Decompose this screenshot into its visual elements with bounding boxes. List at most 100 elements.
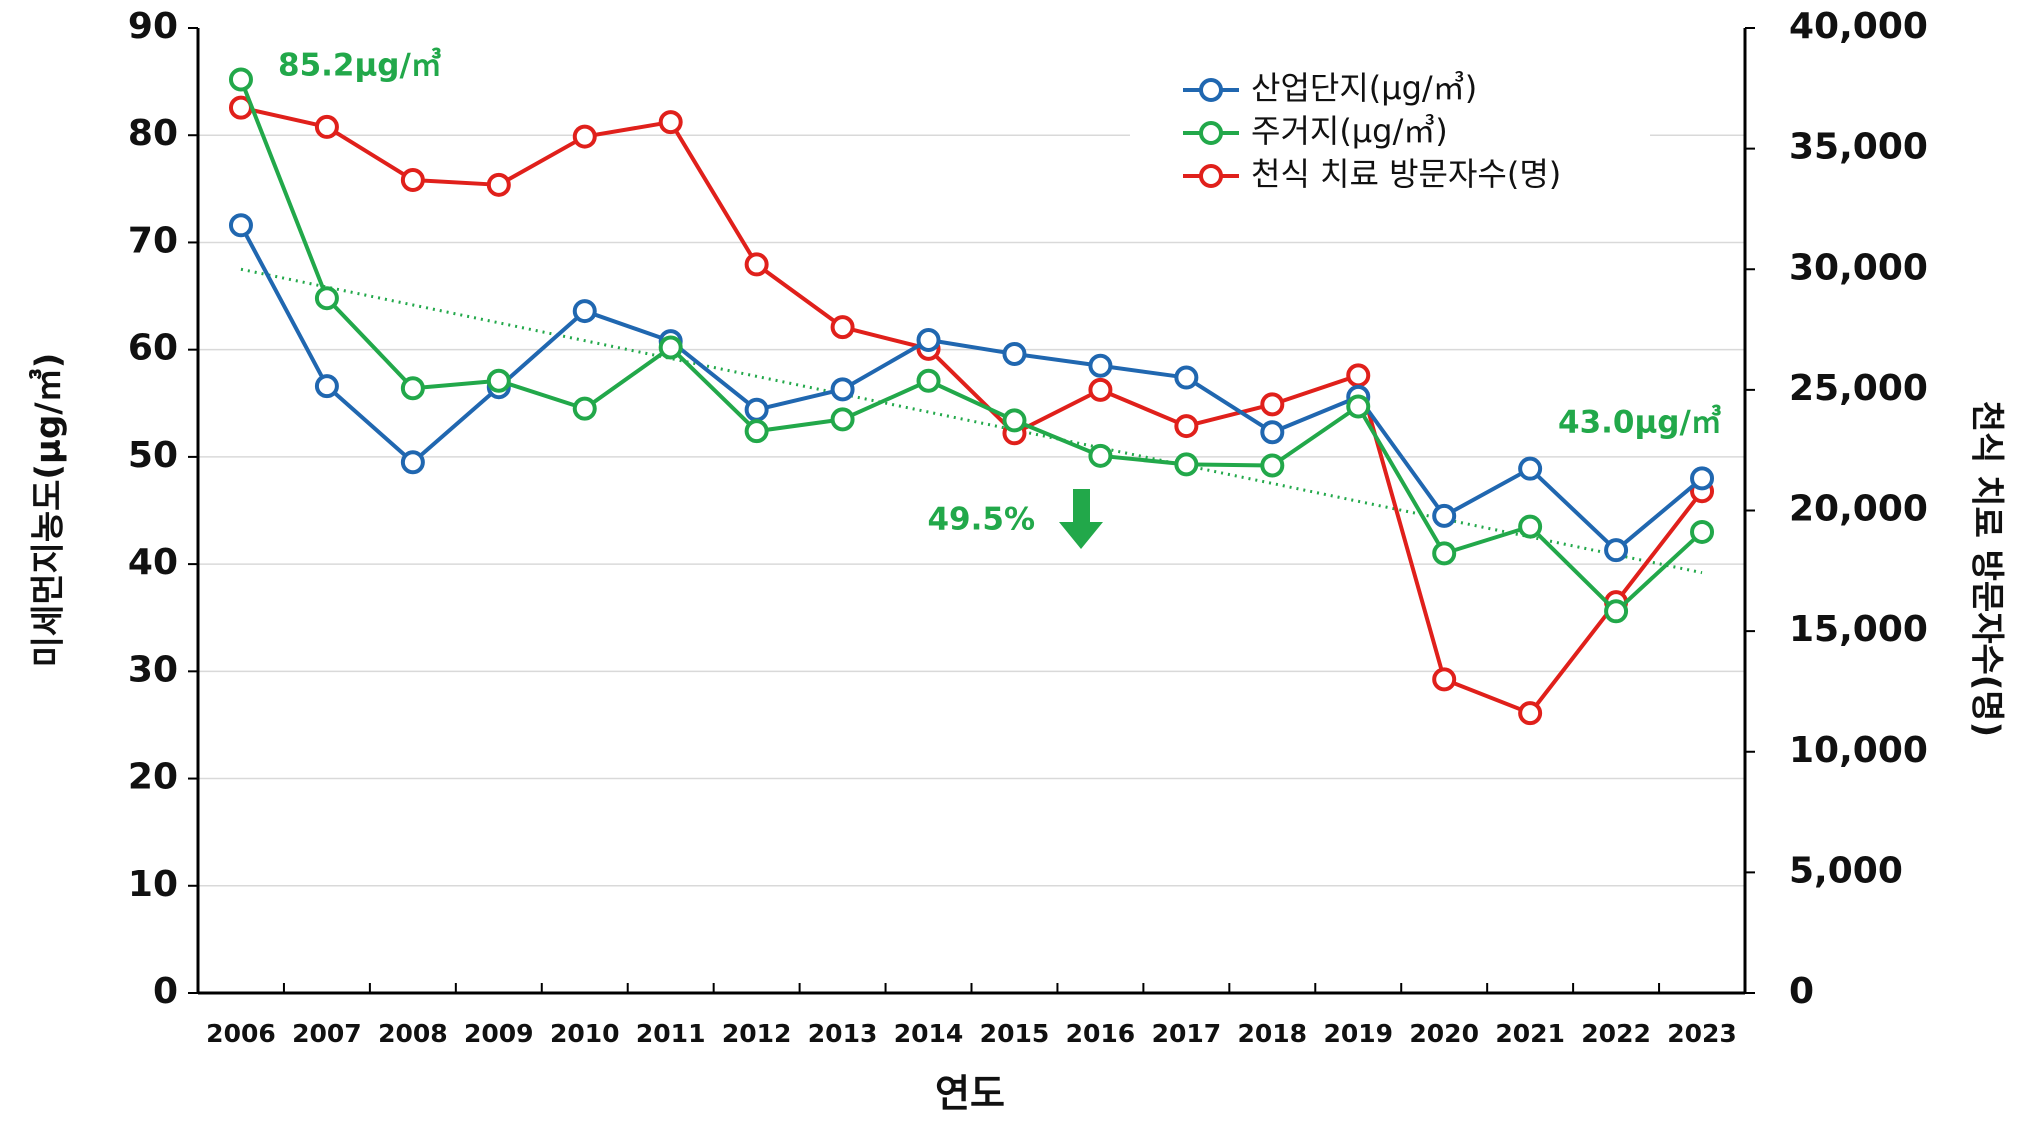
y-axis-title: 미세먼지농도(μg/㎥)	[29, 353, 69, 668]
data-point	[1346, 394, 1371, 419]
x-tick-label: 2010	[550, 1019, 620, 1048]
y-tick-label: 10	[128, 864, 178, 905]
data-point	[400, 167, 425, 192]
grid	[198, 134, 1745, 887]
legend-marker	[1199, 164, 1223, 188]
data-point	[1690, 466, 1715, 491]
data-point	[1088, 443, 1113, 468]
data-point	[228, 213, 253, 238]
legend-label: 주거지(μg/㎥)	[1251, 112, 1448, 150]
x-tick-label: 2021	[1495, 1019, 1565, 1048]
x-tick-label: 2009	[464, 1019, 534, 1048]
y2-tick-label: 40,000	[1789, 6, 1928, 47]
down-arrow	[1059, 489, 1103, 549]
x-tick-label: 2019	[1323, 1019, 1393, 1048]
y-tick-label: 80	[128, 113, 178, 154]
y-tick-label: 30	[128, 649, 178, 690]
y-tick-label: 90	[128, 6, 178, 47]
y2-tick-label: 5,000	[1789, 850, 1903, 891]
data-point	[744, 397, 769, 422]
data-point	[744, 419, 769, 444]
data-point	[830, 377, 855, 402]
data-point	[744, 252, 769, 277]
data-point	[314, 286, 339, 311]
x-tick-label: 2013	[808, 1019, 878, 1048]
series-line	[239, 78, 1704, 614]
data-point	[1432, 667, 1457, 692]
data-point	[916, 328, 941, 353]
legend-label: 천식 치료 방문자수(명)	[1251, 155, 1561, 193]
x-tick-label: 2015	[980, 1019, 1050, 1048]
data-point	[1002, 408, 1027, 433]
data-point	[1518, 701, 1543, 726]
x-tick-label: 2008	[378, 1019, 448, 1048]
data-point	[1346, 363, 1371, 388]
data-point	[572, 124, 597, 149]
data-point	[830, 407, 855, 432]
x-tick-label: 2017	[1152, 1019, 1222, 1048]
data-point	[1174, 365, 1199, 390]
legend-label: 산업단지(μg/㎥)	[1251, 69, 1477, 107]
data-point	[1432, 503, 1457, 528]
y2-tick-label: 30,000	[1789, 247, 1928, 288]
y2-tick-label: 35,000	[1789, 127, 1928, 168]
data-point	[572, 396, 597, 421]
x-tick-label: 2016	[1066, 1019, 1136, 1048]
y-tick-label: 0	[153, 971, 178, 1012]
data-point	[572, 299, 597, 324]
y2-tick-label: 0	[1789, 971, 1814, 1012]
y-tick-label: 50	[128, 435, 178, 476]
data-point	[1174, 452, 1199, 477]
series-line	[239, 224, 1704, 553]
data-point	[314, 374, 339, 399]
y-tick-label: 70	[128, 220, 178, 261]
data-point	[1088, 353, 1113, 378]
data-point	[658, 110, 683, 135]
annotation: 49.5%	[927, 502, 1035, 538]
x-tick-label: 2018	[1238, 1019, 1308, 1048]
x-tick-label: 2007	[292, 1019, 362, 1048]
series-line	[240, 105, 1704, 716]
legend-marker	[1199, 121, 1223, 145]
data-point	[486, 368, 511, 393]
y2-tick-label: 10,000	[1789, 730, 1928, 771]
data-point	[228, 67, 253, 92]
data-point	[1260, 420, 1285, 445]
data-point	[1604, 599, 1629, 624]
x-tick-label: 2006	[206, 1019, 276, 1048]
data-point	[1260, 392, 1285, 417]
data-point	[1174, 414, 1199, 439]
data-point	[400, 376, 425, 401]
x-tick-label: 2023	[1667, 1019, 1737, 1048]
data-point	[916, 368, 941, 393]
data-point	[658, 335, 683, 360]
data-point	[1260, 453, 1285, 478]
data-point	[1604, 538, 1629, 563]
y2-tick-label: 20,000	[1789, 489, 1928, 530]
y-tick-label: 40	[128, 542, 178, 583]
x-tick-label: 2012	[722, 1019, 792, 1048]
y2-tick-label: 25,000	[1789, 368, 1928, 409]
x-tick-label: 2022	[1581, 1019, 1651, 1048]
x-tick-label: 2011	[636, 1019, 706, 1048]
data-point	[1088, 377, 1113, 402]
data-point	[1432, 541, 1457, 566]
annotation: 43.0μg/㎥	[1558, 405, 1722, 441]
y-tick-label: 20	[128, 757, 178, 798]
y2-axis-title: 천식 치료 방문자수(명)	[1967, 401, 2007, 737]
data-point	[1690, 519, 1715, 544]
data-point	[1518, 456, 1543, 481]
plot-area	[228, 67, 1715, 726]
annotation: 85.2μg/㎥	[278, 48, 442, 84]
data-point	[400, 450, 425, 475]
x-tick-label: 2014	[894, 1019, 964, 1048]
data-point	[830, 315, 855, 340]
y2-tick-label: 15,000	[1789, 609, 1928, 650]
data-point	[486, 172, 511, 197]
legend-marker	[1199, 78, 1223, 102]
y-tick-label: 60	[128, 328, 178, 369]
x-tick-label: 2020	[1409, 1019, 1479, 1048]
data-point	[314, 114, 339, 139]
